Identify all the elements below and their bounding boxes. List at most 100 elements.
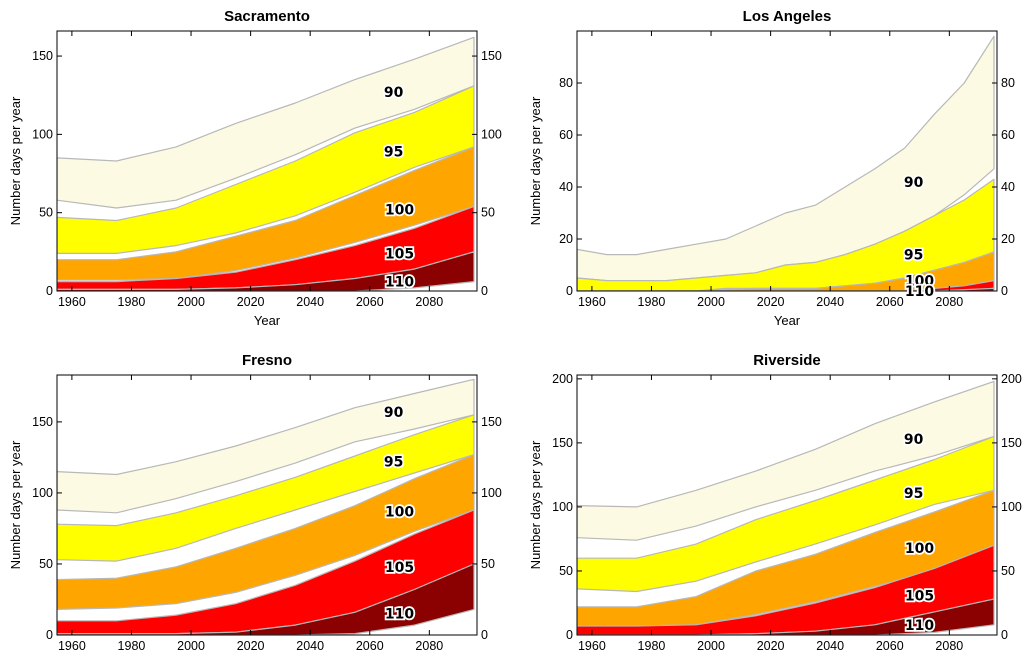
y-tick-label: 100 [552, 500, 573, 514]
y-tick-label-right: 100 [481, 127, 502, 141]
y-tick-label-right: 200 [1001, 372, 1022, 386]
x-axis-label: Year [774, 313, 801, 328]
y-tick-label-right: 100 [481, 486, 502, 500]
band-110 [57, 563, 475, 635]
band-label-95: 95 [384, 145, 403, 161]
axes-frame [576, 374, 998, 636]
y-axis-label: Number days per year [8, 440, 23, 569]
x-tick-label: 2080 [415, 295, 443, 309]
chart-title: Sacramento [224, 8, 310, 25]
y-tick-label-right: 150 [1001, 436, 1022, 450]
x-tick-label: 2000 [177, 295, 205, 309]
y-tick-label-right: 20 [1001, 232, 1015, 246]
y-tick-label-right: 0 [1001, 284, 1008, 298]
band-label-100: 100 [905, 541, 934, 557]
x-tick-label: 1960 [58, 639, 86, 652]
y-tick-label: 50 [559, 564, 573, 578]
band-label-95: 95 [904, 248, 923, 264]
x-tick-label: 2080 [935, 639, 963, 652]
x-tick-label: 2020 [757, 295, 785, 309]
band-label-95: 95 [904, 486, 923, 502]
y-tick-label: 100 [32, 486, 53, 500]
y-tick-label-right: 50 [1001, 564, 1015, 578]
x-tick-label: 2000 [697, 295, 725, 309]
x-tick-label: 2080 [935, 295, 963, 309]
band-label-100: 100 [385, 504, 414, 520]
y-tick-label: 20 [559, 232, 573, 246]
band-110 [577, 598, 995, 635]
y-tick-label-right: 50 [481, 206, 495, 220]
band-group [577, 35, 995, 291]
x-tick-label: 2060 [876, 295, 904, 309]
y-tick-label: 150 [552, 436, 573, 450]
band-label-90: 90 [904, 175, 924, 191]
x-tick-label: 2060 [356, 639, 384, 652]
y-tick-label: 0 [46, 628, 53, 642]
y-tick-label-right: 40 [1001, 180, 1015, 194]
x-tick-label: 2000 [177, 639, 205, 652]
chart-title: Los Angeles [743, 8, 832, 25]
chart-title: Fresno [242, 352, 292, 369]
y-tick-label: 150 [32, 415, 53, 429]
y-tick-label-right: 0 [481, 628, 488, 642]
band-group [577, 380, 995, 635]
y-tick-label: 60 [559, 128, 573, 142]
x-tick-label: 1980 [118, 295, 146, 309]
y-tick-label-right: 80 [1001, 76, 1015, 90]
x-tick-label: 1980 [638, 295, 666, 309]
x-tick-label: 2080 [415, 639, 443, 652]
x-tick-label: 1960 [578, 639, 606, 652]
band-label-110: 110 [905, 618, 934, 634]
band-label-95: 95 [384, 455, 403, 471]
y-axis-label: Number days per year [8, 96, 23, 225]
x-tick-label: 2000 [697, 639, 725, 652]
y-tick-label-right: 150 [481, 49, 502, 63]
y-tick-label-right: 50 [481, 557, 495, 571]
band-label-100: 100 [385, 203, 414, 219]
band-label-110: 110 [385, 607, 414, 623]
x-axis-label: Year [254, 313, 281, 328]
x-tick-label: 2020 [237, 295, 265, 309]
band-label-90: 90 [384, 85, 404, 101]
chart-panel-fresno: 1960 1980 2000 2020 2040 2060 2080 0 0 50 50 100 100… [8, 352, 502, 652]
x-tick-label: 2040 [296, 295, 324, 309]
y-tick-label: 40 [559, 180, 573, 194]
band-label-90: 90 [904, 432, 924, 448]
band-label-105: 105 [385, 246, 414, 262]
x-tick-label: 2060 [356, 295, 384, 309]
y-tick-label: 0 [46, 284, 53, 298]
y-tick-label-right: 0 [1001, 628, 1008, 642]
band-label-110: 110 [905, 284, 934, 300]
y-tick-label-right: 60 [1001, 128, 1015, 142]
x-tick-label: 2060 [876, 639, 904, 652]
x-tick-label: 2020 [237, 639, 265, 652]
y-tick-label-right: 0 [481, 284, 488, 298]
y-tick-label: 80 [559, 76, 573, 90]
band-group [57, 36, 475, 291]
band-label-100: 100 [905, 274, 934, 290]
axes-frame [56, 374, 478, 636]
chart-panel-sacramento: 1960 1980 2000 2020 2040 2060 2080 0 0 50 50 100 100… [8, 8, 502, 328]
x-tick-label: 1960 [578, 295, 606, 309]
y-axis-label: Number days per year [528, 440, 543, 569]
y-tick-label: 100 [32, 127, 53, 141]
y-tick-label: 50 [39, 557, 53, 571]
y-tick-label: 50 [39, 206, 53, 220]
band-label-110: 110 [385, 275, 414, 291]
band-110 [57, 251, 475, 291]
x-tick-label: 2020 [757, 639, 785, 652]
axes-frame [576, 30, 998, 292]
y-axis-label: Number days per year [528, 96, 543, 225]
band-group [57, 378, 475, 635]
y-tick-label: 150 [32, 49, 53, 63]
x-tick-label: 1980 [638, 639, 666, 652]
axes-frame [56, 30, 478, 292]
y-tick-label-right: 150 [481, 415, 502, 429]
y-tick-label: 0 [566, 284, 573, 298]
y-tick-label-right: 100 [1001, 500, 1022, 514]
band-label-105: 105 [905, 588, 934, 604]
x-tick-label: 2040 [816, 295, 844, 309]
